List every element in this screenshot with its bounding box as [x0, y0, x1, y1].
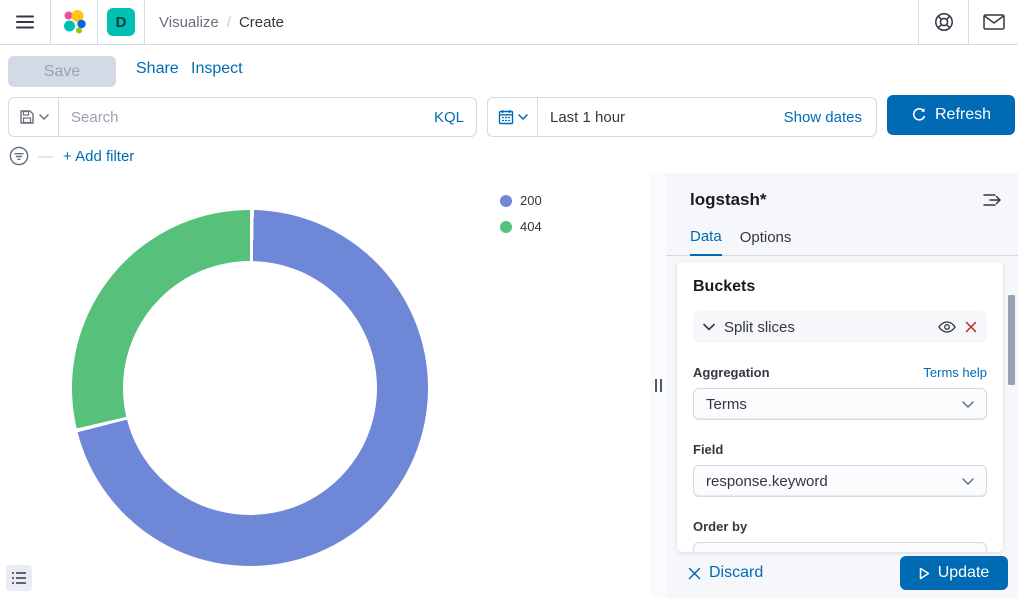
- editor-tabs: Data Options: [666, 210, 1018, 256]
- top-header-bar: D Visualize / Create: [0, 0, 1018, 45]
- refresh-icon: [912, 108, 926, 121]
- legend-color-dot: [500, 194, 512, 207]
- chart-legend: 200 404: [500, 193, 542, 234]
- breadcrumb: Visualize / Create: [159, 14, 284, 31]
- legend-toggle-button[interactable]: [6, 565, 32, 591]
- legend-label: 200: [520, 193, 542, 208]
- query-bar: KQL Last 1 hour Show dates Refresh: [0, 95, 1018, 139]
- toggle-visibility-eye-icon[interactable]: [938, 321, 956, 333]
- index-pattern-title: logstash*: [690, 190, 767, 209]
- time-range-value[interactable]: Last 1 hour: [550, 108, 626, 126]
- mail-icon: [982, 14, 1005, 30]
- filter-bar: — + Add filter: [0, 139, 1018, 173]
- save-button[interactable]: Save: [8, 56, 116, 87]
- legend-item[interactable]: 200: [500, 193, 542, 208]
- buckets-section-title: Buckets: [693, 278, 756, 295]
- order-by-select[interactable]: Metric: Count: [693, 542, 987, 552]
- search-input[interactable]: [59, 108, 422, 126]
- order-by-label: Order by: [693, 519, 748, 534]
- buckets-card: Buckets Split slices Aggregation Terms h…: [677, 262, 1003, 552]
- query-language-button[interactable]: KQL: [433, 108, 464, 126]
- header-divider: [144, 0, 145, 44]
- breadcrumb-create: Create: [238, 13, 284, 31]
- show-dates-button[interactable]: Show dates: [783, 108, 862, 126]
- refresh-label: Refresh: [934, 106, 992, 123]
- breadcrumb-visualize[interactable]: Visualize: [159, 13, 219, 31]
- field-label: Field: [693, 442, 724, 457]
- main-content: 200 404 logstash* Data Options Buckets: [0, 173, 1018, 598]
- update-button[interactable]: Update: [900, 556, 1008, 590]
- add-filter-button[interactable]: + Add filter: [63, 147, 135, 165]
- saved-query-menu-button[interactable]: [9, 98, 59, 136]
- menu-hamburger-button[interactable]: [0, 0, 50, 44]
- search-bar-group: KQL: [8, 97, 477, 137]
- date-quick-select-button[interactable]: [488, 98, 538, 136]
- legend-label: 404: [520, 219, 542, 234]
- header-right-actions: [918, 0, 1018, 44]
- newsfeed-button[interactable]: [969, 0, 1018, 44]
- header-divider: [50, 0, 51, 44]
- editor-footer: Discard Update: [666, 552, 1018, 598]
- donut-chart[interactable]: [72, 210, 428, 566]
- remove-bucket-icon[interactable]: [965, 321, 977, 333]
- aggregation-label: Aggregation: [693, 365, 770, 380]
- terms-help-link[interactable]: Terms help: [923, 365, 987, 380]
- breadcrumb-separator: /: [226, 13, 231, 31]
- panel-resizer-handle[interactable]: [650, 173, 666, 598]
- elastic-logo-icon: [64, 10, 86, 34]
- inspect-button[interactable]: Inspect: [191, 60, 243, 77]
- legend-item[interactable]: 404: [500, 219, 542, 234]
- filter-menu-icon[interactable]: [8, 145, 30, 167]
- visualization-chart-area: 200 404: [0, 173, 650, 598]
- hamburger-icon: [16, 15, 34, 29]
- collapse-panel-icon[interactable]: [982, 192, 1002, 208]
- tab-data[interactable]: Data: [690, 228, 722, 256]
- refresh-button[interactable]: Refresh: [887, 95, 1015, 135]
- discard-label: Discard: [709, 564, 764, 581]
- chevron-down-icon: [962, 400, 974, 408]
- help-button[interactable]: [919, 0, 968, 44]
- header-divider: [97, 0, 98, 44]
- discard-button[interactable]: Discard: [688, 564, 763, 582]
- header-divider: [918, 0, 919, 44]
- space-badge: D: [107, 8, 135, 36]
- chevron-down-icon: [703, 323, 715, 331]
- date-picker-group: Last 1 hour Show dates: [487, 97, 877, 137]
- visualization-editor-panel: logstash* Data Options Buckets Split sli…: [666, 173, 1018, 598]
- filter-dash: —: [38, 147, 53, 165]
- save-floppy-icon: [19, 110, 34, 124]
- aggregation-select[interactable]: Terms: [693, 388, 987, 420]
- split-slices-row[interactable]: Split slices: [693, 311, 987, 343]
- resizer-grip-icon: [654, 379, 662, 392]
- donut-hole: [123, 261, 377, 515]
- visualize-toolbar: Save Share Inspect: [0, 45, 1018, 95]
- chevron-down-icon: [38, 114, 49, 120]
- header-divider: [968, 0, 969, 44]
- split-slices-label: Split slices: [724, 318, 795, 336]
- tab-options[interactable]: Options: [740, 228, 792, 255]
- update-label: Update: [937, 564, 990, 581]
- chevron-down-icon: [962, 477, 974, 485]
- space-selector-button[interactable]: D: [98, 0, 144, 44]
- elastic-logo-button[interactable]: [51, 0, 97, 44]
- share-button[interactable]: Share: [136, 60, 179, 77]
- calendar-icon: [498, 110, 513, 125]
- play-icon: [919, 567, 929, 579]
- legend-color-dot: [500, 220, 512, 233]
- legend-list-icon: [12, 572, 26, 584]
- panel-scrollbar-thumb[interactable]: [1008, 295, 1015, 385]
- field-select[interactable]: response.keyword: [693, 465, 987, 497]
- chevron-down-icon: [517, 114, 528, 120]
- help-life-ring-icon: [934, 13, 953, 31]
- close-icon: [688, 567, 701, 579]
